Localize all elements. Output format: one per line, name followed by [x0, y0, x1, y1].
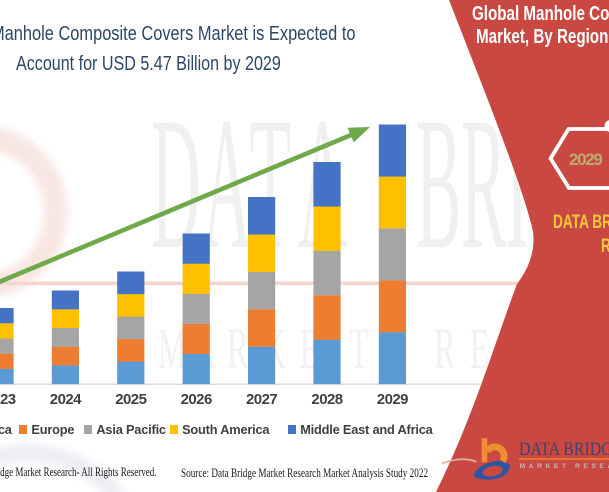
svg-text:R: R [227, 317, 249, 381]
svg-text:T: T [349, 317, 368, 381]
svg-text:R: R [434, 317, 456, 381]
svg-text:A: A [202, 78, 251, 288]
svg-text:B: B [416, 78, 462, 288]
svg-text:M: M [158, 317, 186, 381]
svg-text:E: E [470, 317, 489, 381]
